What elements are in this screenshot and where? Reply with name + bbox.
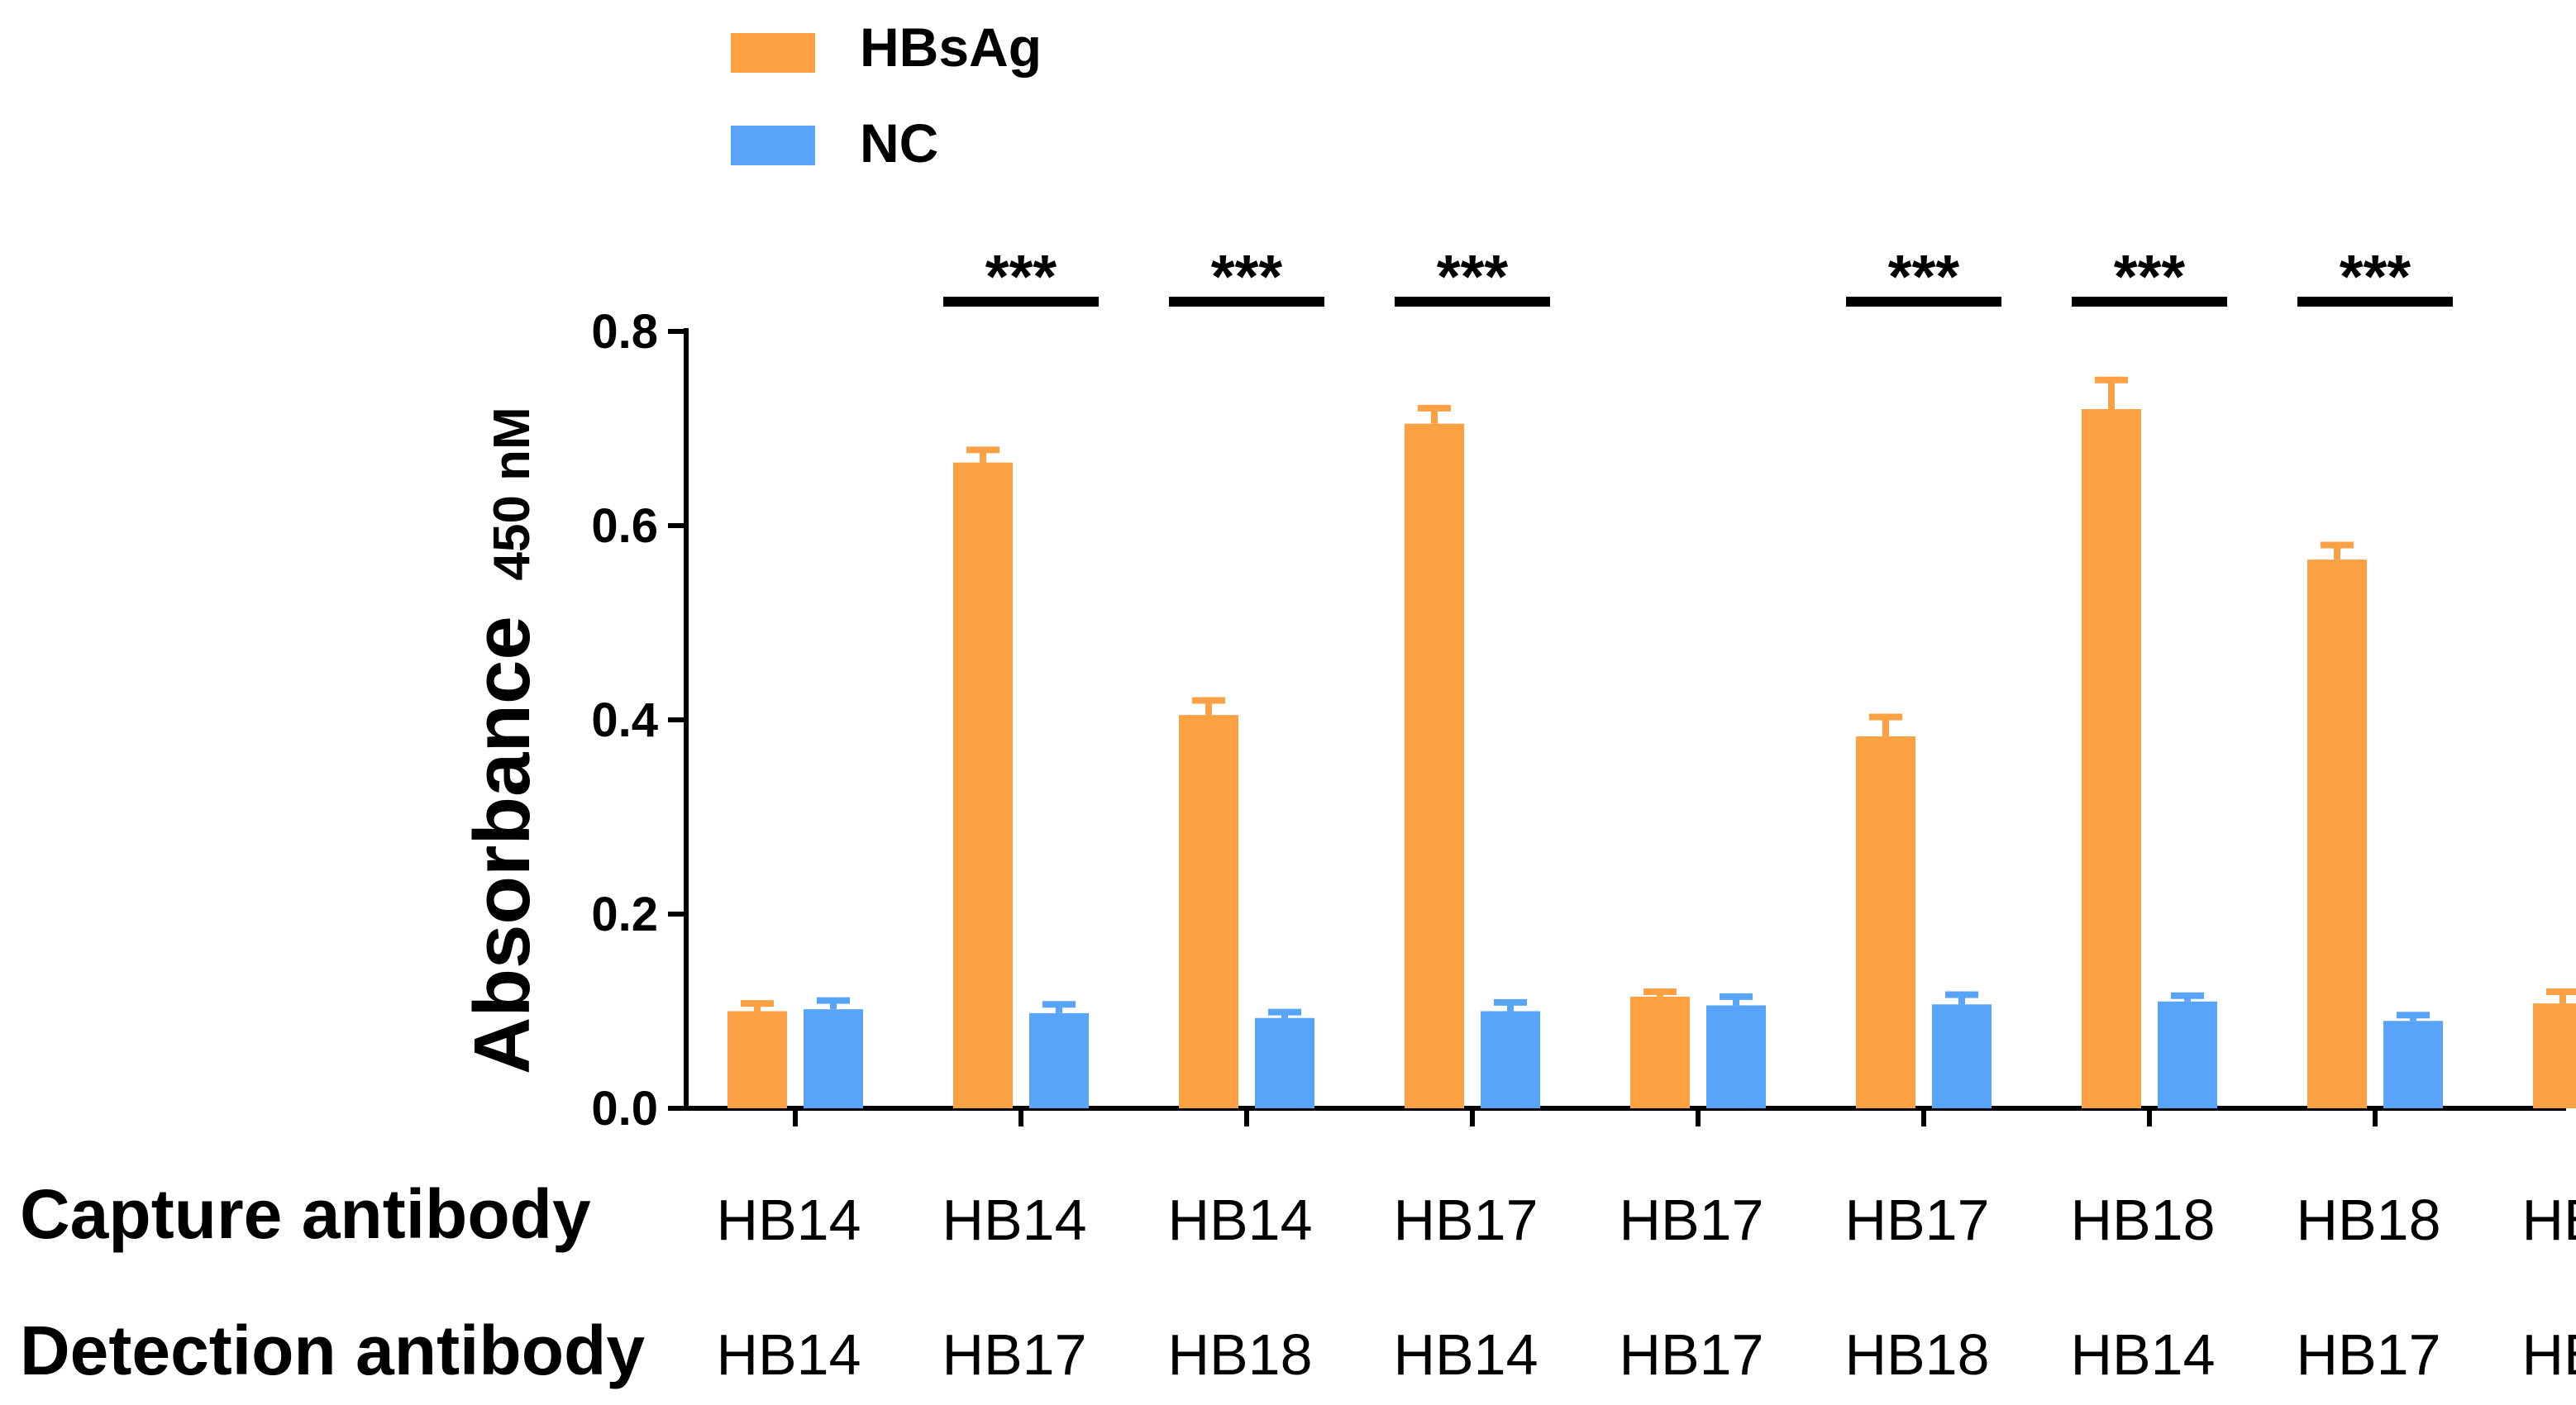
legend-swatch-hbsag [731, 33, 815, 73]
y-tick-label: 0.8 [591, 305, 658, 359]
bar-nc-3 [1255, 1017, 1314, 1108]
bar-hbsag-8 [2307, 560, 2367, 1108]
bar-hbsag-6 [1856, 736, 1915, 1108]
detection-label-2: HB17 [942, 1322, 1086, 1387]
legend: HBsAg NC [731, 17, 1042, 174]
y-axis-title: Absorbance 450 nM [458, 407, 546, 1074]
bar-nc-7 [2158, 1001, 2217, 1108]
bar-nc-1 [804, 1009, 863, 1108]
bar-nc-5 [1706, 1005, 1766, 1108]
detection-label-5: HB17 [1619, 1322, 1763, 1387]
capture-label-2: HB14 [942, 1188, 1086, 1252]
bar-hbsag-9 [2533, 1003, 2576, 1108]
y-tick-label: 0.0 [591, 1082, 658, 1136]
bar-hbsag-3 [1179, 715, 1238, 1108]
y-axis-label: Absorbance [458, 616, 546, 1074]
svg-text:Absorbance 450 nM: Absorbance 450 nM [458, 407, 546, 1074]
capture-row-label: Capture antibody [20, 1175, 591, 1253]
plot-area: 0.0 0.2 0.4 0.6 0.8 HB14 HB14 HB14 HB17 HB14 HB18 H… [591, 242, 2576, 1387]
detection-label-9: HB18 [2521, 1322, 2576, 1387]
bar-hbsag-1 [727, 1011, 787, 1108]
legend-swatch-nc [731, 126, 815, 165]
significance-label-8: *** [2340, 242, 2411, 311]
detection-label-8: HB17 [2296, 1322, 2440, 1387]
significance-label-2: *** [985, 242, 1057, 311]
significance-label-4: *** [1437, 242, 1509, 311]
bar-nc-4 [1481, 1011, 1540, 1108]
capture-label-3: HB14 [1167, 1188, 1312, 1252]
bar-hbsag-4 [1405, 423, 1464, 1108]
detection-label-4: HB14 [1393, 1322, 1538, 1387]
significance-label-3: *** [1211, 242, 1283, 311]
capture-label-7: HB18 [2070, 1188, 2215, 1252]
detection-label-1: HB14 [716, 1322, 861, 1387]
capture-label-4: HB17 [1393, 1188, 1538, 1252]
significance-label-7: *** [2114, 242, 2186, 311]
significance-label-6: *** [1888, 242, 1960, 311]
capture-label-6: HB17 [1844, 1188, 1989, 1252]
y-axis-label-subscript: 450 nM [484, 407, 541, 580]
detection-label-3: HB18 [1167, 1322, 1312, 1387]
bar-hbsag-5 [1630, 996, 1690, 1108]
detection-label-6: HB18 [1844, 1322, 1989, 1387]
bar-nc-6 [1932, 1004, 1992, 1108]
capture-label-8: HB18 [2296, 1188, 2440, 1252]
capture-label-1: HB14 [716, 1188, 861, 1252]
legend-label-nc: NC [860, 112, 938, 174]
y-tick-label: 0.4 [591, 693, 658, 747]
legend-label-hbsag: HBsAg [860, 17, 1042, 78]
y-tick-label: 0.6 [591, 499, 658, 553]
bar-hbsag-2 [953, 462, 1013, 1108]
detection-row-label: Detection antibody [20, 1312, 645, 1389]
y-tick-label: 0.2 [591, 888, 658, 941]
bar-hbsag-7 [2082, 409, 2141, 1108]
bar-nc-2 [1029, 1012, 1089, 1108]
detection-label-7: HB14 [2070, 1322, 2215, 1387]
capture-label-5: HB17 [1619, 1188, 1763, 1252]
capture-label-9: HB18 [2521, 1188, 2576, 1252]
bar-nc-8 [2383, 1021, 2443, 1108]
